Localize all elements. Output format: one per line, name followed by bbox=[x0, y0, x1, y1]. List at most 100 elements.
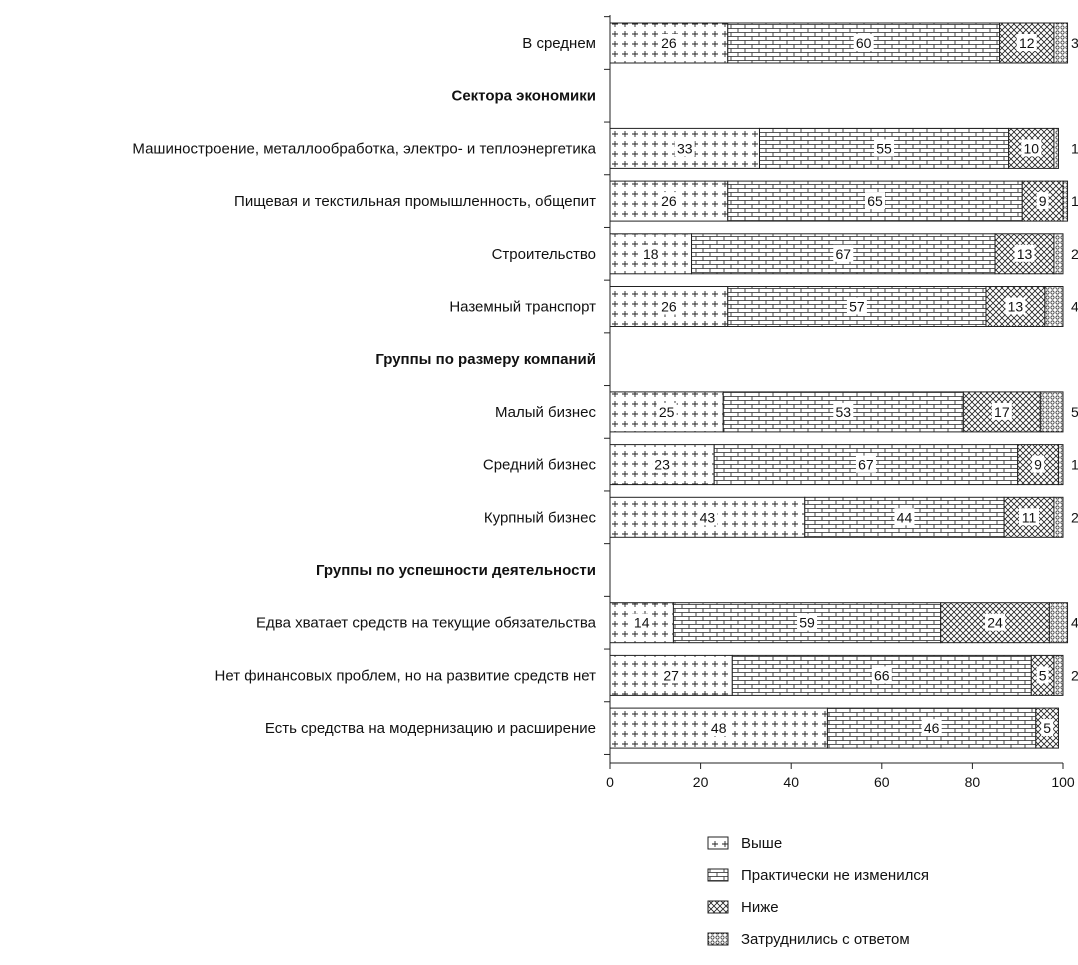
bar-label-bg bbox=[656, 402, 677, 420]
bar-value-label: 53 bbox=[836, 404, 852, 420]
bar-label-bg bbox=[921, 719, 942, 737]
category-label: Есть средства на модернизацию и расширен… bbox=[265, 720, 596, 737]
bar-label-bg bbox=[1021, 139, 1042, 157]
bar-segment bbox=[1053, 496, 1064, 538]
category-label: Едва хватает средств на текущие обязател… bbox=[256, 615, 597, 632]
bar-value-label: 26 bbox=[661, 193, 677, 209]
bar-value-label: 18 bbox=[643, 246, 659, 262]
bar-value-label: 10 bbox=[1024, 140, 1040, 156]
legend-swatch bbox=[707, 836, 729, 850]
bar-label-bg bbox=[1041, 719, 1054, 737]
bar-value-label: 3 bbox=[1071, 35, 1078, 51]
bar-value-label: 65 bbox=[867, 193, 883, 209]
category-label: Машиностроение, металлообработка, электр… bbox=[132, 140, 596, 157]
bar-value-label: 55 bbox=[876, 140, 892, 156]
bar-value-label: 5 bbox=[1039, 667, 1047, 683]
bar-label-bg bbox=[661, 666, 682, 684]
bar-segment bbox=[1053, 233, 1064, 275]
bar-value-label: 67 bbox=[836, 246, 852, 262]
category-label: Наземный транспорт bbox=[449, 299, 596, 316]
bar-label-bg bbox=[652, 455, 673, 473]
legend-swatch bbox=[707, 868, 729, 882]
bar-label-bg bbox=[871, 666, 892, 684]
bar-value-label: 5 bbox=[1071, 404, 1078, 420]
bar-label-bg bbox=[797, 613, 818, 631]
bar-value-label: 2 bbox=[1071, 246, 1078, 262]
bar-value-label: 9 bbox=[1039, 193, 1047, 209]
category-label: Пищевая и текстильная промышленность, об… bbox=[234, 193, 596, 210]
bar-value-label: 60 bbox=[856, 35, 872, 51]
bar-label-bg bbox=[1019, 508, 1040, 526]
bar-label-bg bbox=[874, 139, 895, 157]
bar-label-bg bbox=[640, 244, 661, 262]
bar-value-label: 26 bbox=[661, 299, 677, 315]
bar-value-label: 59 bbox=[799, 615, 815, 631]
bar-value-label: 14 bbox=[634, 615, 650, 631]
bar-segment bbox=[1053, 22, 1069, 64]
bar-value-label: 1 bbox=[1071, 140, 1078, 156]
legend-label: Затруднились с ответом bbox=[741, 931, 910, 948]
legend-label: Ниже bbox=[741, 899, 779, 916]
bar-value-label: 25 bbox=[659, 404, 675, 420]
bar-label-bg bbox=[833, 244, 854, 262]
bar-value-label: 46 bbox=[924, 720, 940, 736]
bar-value-label: 1 bbox=[1071, 193, 1078, 209]
bar-label-bg bbox=[855, 455, 876, 473]
bar-label-bg bbox=[1036, 192, 1049, 210]
bar-label-bg bbox=[1036, 666, 1049, 684]
legend-swatch bbox=[707, 900, 729, 914]
bar-segment bbox=[1053, 127, 1059, 169]
group-label: Группы по успешности деятельности bbox=[316, 562, 596, 579]
bar-value-label: 33 bbox=[677, 140, 693, 156]
bar-value-label: 1 bbox=[1071, 457, 1078, 473]
category-label: Нет финансовых проблем, но на развитие с… bbox=[215, 667, 597, 684]
bar-value-label: 13 bbox=[1008, 299, 1024, 315]
category-label: Малый бизнес bbox=[495, 404, 597, 421]
x-tick-label: 40 bbox=[783, 774, 799, 790]
bar-value-label: 57 bbox=[849, 299, 865, 315]
bar-value-label: 66 bbox=[874, 667, 890, 683]
bar-value-label: 4 bbox=[1071, 299, 1078, 315]
bar-label-bg bbox=[846, 297, 867, 315]
category-label: Строительство bbox=[492, 246, 596, 263]
bar-label-bg bbox=[658, 34, 679, 51]
bar-label-bg bbox=[1005, 297, 1026, 315]
bar-value-label: 24 bbox=[987, 615, 1003, 631]
bar-value-label: 5 bbox=[1043, 720, 1051, 736]
bar-value-label: 26 bbox=[661, 35, 677, 51]
bar-label-bg bbox=[658, 192, 679, 210]
category-label: В среднем bbox=[522, 35, 596, 52]
category-label: Курпный бизнес bbox=[484, 509, 597, 526]
bar-value-label: 2 bbox=[1071, 509, 1078, 525]
group-label: Сектора экономики bbox=[452, 88, 597, 105]
legend-label: Практически не изменился bbox=[741, 867, 929, 884]
bar-label-bg bbox=[674, 139, 695, 157]
bar-value-label: 13 bbox=[1017, 246, 1033, 262]
bar-value-label: 43 bbox=[700, 509, 716, 525]
bar-label-bg bbox=[708, 719, 729, 737]
bar-label-bg bbox=[853, 34, 874, 51]
bar-segment bbox=[1053, 654, 1064, 696]
x-axis: 0 20 40 60 80 100 bbox=[604, 15, 1075, 790]
bar-label-bg bbox=[865, 192, 886, 210]
x-tick-label: 0 bbox=[606, 774, 614, 790]
bar-value-label: 9 bbox=[1034, 457, 1042, 473]
legend: Выше Практически не изменился Ниже Затрудни… bbox=[707, 835, 929, 948]
bar-label-bg bbox=[991, 402, 1012, 420]
legend-swatch bbox=[707, 932, 729, 946]
bar-value-label: 12 bbox=[1019, 35, 1035, 51]
bar-value-label: 27 bbox=[663, 667, 679, 683]
bar-value-label: 67 bbox=[858, 457, 874, 473]
bar-label-bg bbox=[1016, 34, 1037, 51]
bar-label-bg bbox=[1032, 455, 1045, 473]
x-tick-label: 20 bbox=[693, 774, 709, 790]
bar-label-bg bbox=[985, 613, 1006, 631]
x-tick-label: 80 bbox=[965, 774, 981, 790]
category-label: Средний бизнес bbox=[483, 457, 597, 474]
bar-value-label: 11 bbox=[1022, 509, 1037, 525]
bar-value-label: 17 bbox=[994, 404, 1010, 420]
bar-label-bg bbox=[697, 508, 718, 526]
bar-segment bbox=[1062, 180, 1069, 222]
